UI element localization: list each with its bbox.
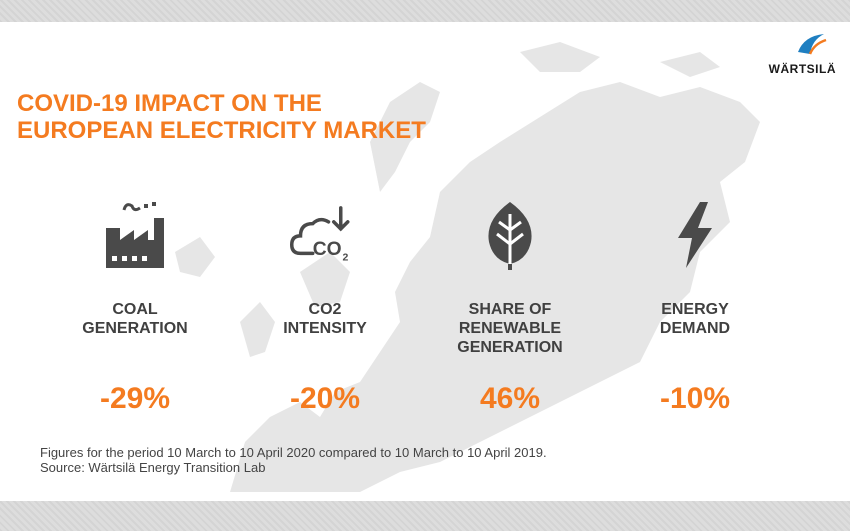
factory-icon	[106, 202, 164, 268]
metric-value: -29%	[99, 382, 171, 415]
footnote: Figures for the period 10 March to 10 Ap…	[40, 445, 547, 475]
metric-label-line: GENERATION	[82, 320, 188, 337]
metric-value: 46%	[479, 382, 541, 415]
title-line-2: EUROPEAN ELECTRICITY MARKET	[17, 117, 426, 144]
co2-cloud-icon: CO 2	[290, 206, 350, 263]
metric-coal-generation: COAL GENERATION -29%	[60, 200, 210, 415]
metric-label: COAL GENERATION	[60, 300, 210, 338]
metric-energy-demand: ENERGY DEMAND -10%	[620, 200, 770, 415]
wartsila-swoosh-icon	[798, 34, 827, 55]
title-line-1: COVID-19 IMPACT ON THE	[17, 90, 322, 117]
co2-subscript: 2	[343, 251, 349, 263]
leaf-icon	[488, 202, 532, 270]
co2-text: CO	[313, 239, 342, 260]
wartsila-logo: WÄRTSILÄ	[760, 30, 836, 78]
metric-renewable-share: SHARE OF RENEWABLE GENERATION 46%	[435, 200, 585, 415]
footnote-source: Source: Wärtsilä Energy Transition Lab	[40, 460, 266, 475]
metric-value: -20%	[289, 382, 361, 415]
metric-label-line: DEMAND	[659, 320, 731, 337]
metric-label-line: INTENSITY	[283, 320, 367, 337]
metric-label-line: CO2	[308, 301, 342, 318]
metric-co2-intensity: CO 2 CO2 INTENSITY -20%	[250, 200, 400, 415]
metric-label-line: SHARE OF	[468, 301, 552, 318]
lightning-bolt-icon	[678, 202, 712, 268]
metric-label-line: COAL	[112, 301, 158, 318]
logo-wordmark: WÄRTSILÄ	[768, 62, 836, 76]
metric-label-line: GENERATION	[457, 339, 563, 356]
metric-value: -10%	[659, 382, 731, 415]
page-title: COVID-19 IMPACT ON THE EUROPEAN ELECTRIC…	[17, 90, 537, 144]
metric-label-line: RENEWABLE	[458, 320, 562, 337]
infographic-card: WÄRTSILÄ COVID-19 IMPACT ON THE EUROPEAN…	[0, 22, 850, 501]
metric-label: CO2 INTENSITY	[250, 300, 400, 338]
metric-label: SHARE OF RENEWABLE GENERATION	[435, 300, 585, 357]
metric-label-line: ENERGY	[661, 301, 729, 318]
europe-map-silhouette	[175, 42, 760, 492]
metric-label: ENERGY DEMAND	[620, 300, 770, 338]
footnote-period: Figures for the period 10 March to 10 Ap…	[40, 445, 547, 460]
